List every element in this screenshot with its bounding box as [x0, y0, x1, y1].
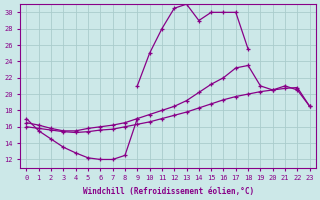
X-axis label: Windchill (Refroidissement éolien,°C): Windchill (Refroidissement éolien,°C) [83, 187, 254, 196]
